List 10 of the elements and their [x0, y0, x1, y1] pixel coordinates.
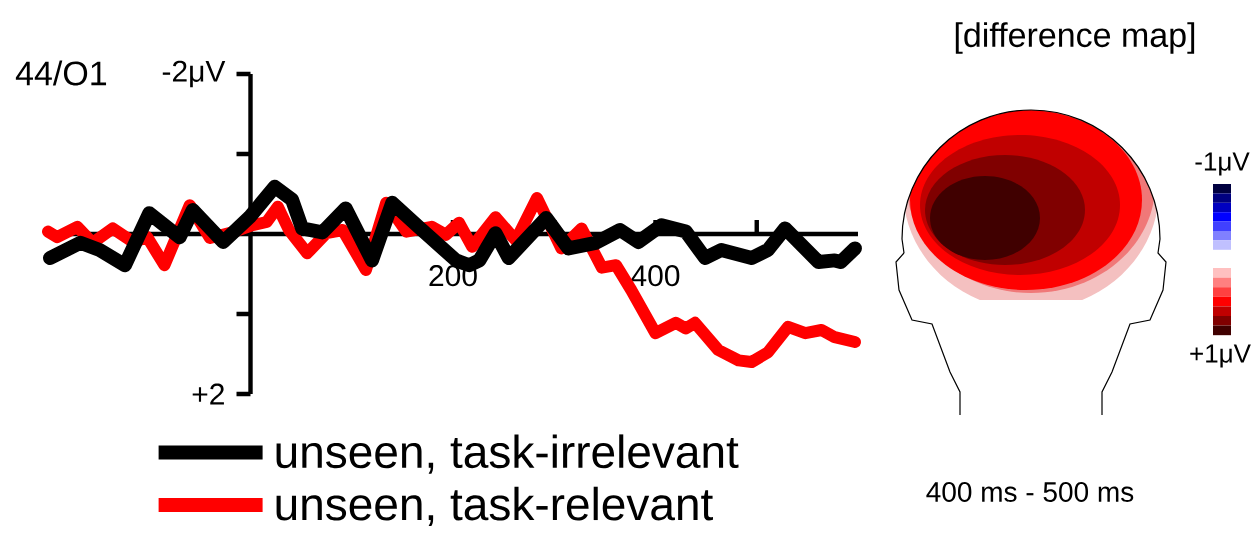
- text: 400 ms - 500 ms: [926, 482, 1134, 502]
- text: +1μV: [1190, 344, 1251, 368]
- text: [difference map]: [955, 22, 1195, 54]
- y-tick-label: +2: [192, 383, 224, 405]
- legend-label: unseen, task-irrelevant: [276, 434, 739, 474]
- y-tick-label: -2μV: [162, 60, 226, 88]
- text: -1μV: [1195, 152, 1250, 176]
- chart-title: 44/O1: [15, 60, 107, 86]
- x-tick-label: 400: [631, 265, 680, 287]
- legend-label: unseen, task-relevant: [276, 486, 713, 526]
